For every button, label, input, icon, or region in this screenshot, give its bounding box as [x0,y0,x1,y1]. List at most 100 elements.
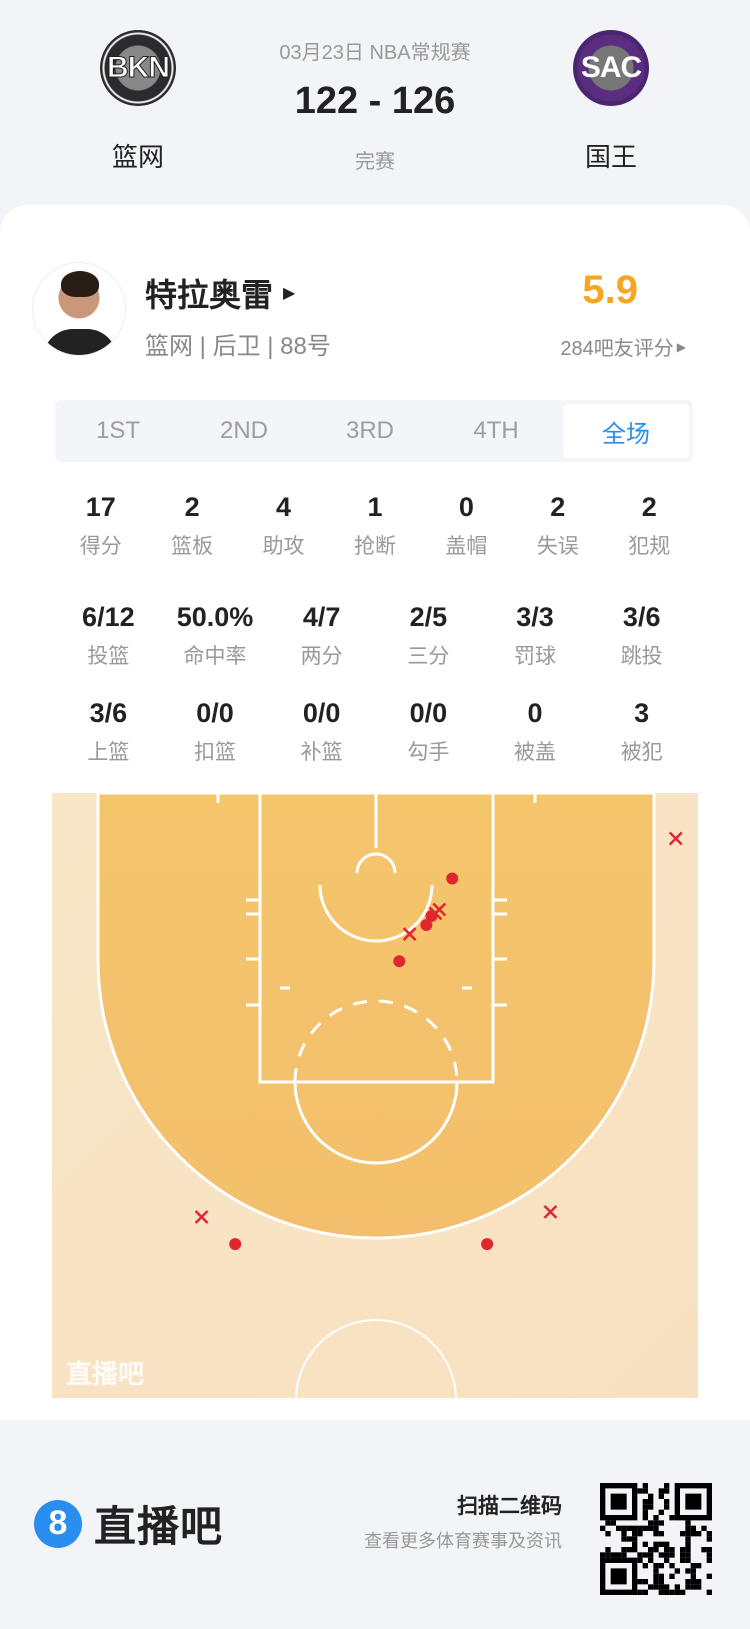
stat-label: 跳投 [620,645,663,668]
qr-finder [600,1557,638,1595]
stat-value: 0 [527,698,543,728]
stat-label: 助攻 [262,535,305,558]
stat-label: 命中率 [183,645,247,668]
stat-value: 0 [458,492,474,522]
stat-label: 罚球 [514,645,557,668]
stat-label: 扣篮 [194,741,236,764]
tab-full-game[interactable]: 全场 [563,404,689,458]
stat-value: 2 [184,492,200,522]
qr-finder [674,1483,712,1521]
stat-cell: 0 被盖 [482,698,589,766]
paint [258,793,495,1084]
stat-value: 1 [367,492,383,522]
stat-cell: 3 被犯 [588,698,695,766]
shot-missed-marker [543,1204,558,1219]
stat-label: 两分 [300,645,343,668]
stat-value: 0/0 [409,698,448,728]
stat-label: 盖帽 [445,535,488,558]
caret-right-icon: ▶ [676,339,686,354]
stat-cell: 0/0 补篮 [268,698,375,766]
lane-hashes [216,793,537,1007]
stat-value: 3 [634,698,650,728]
stat-label: 抢断 [353,535,396,558]
player-info: 篮网 | 后卫 | 88号 [145,333,331,360]
stat-value: 0/0 [196,698,234,728]
shot-made-marker [393,955,406,968]
player-name-link[interactable]: 特拉奥雷 ▶ [145,270,295,316]
stat-cell: 0/0 勾手 [375,698,482,766]
stat-cell: 17 得分 [55,492,146,560]
stat-label: 被盖 [514,741,557,764]
stat-cell: 0/0 扣篮 [162,698,269,766]
stat-cell: 3/3 罚球 [482,602,589,670]
tab-1st[interactable]: 1ST [95,417,140,444]
stat-label: 失误 [536,535,579,558]
home-abbr: BKN [107,51,171,85]
qr-finder [600,1483,638,1521]
stats-row-shooting: 6/12 投篮 50.0% 命中率 4/7 两分 2/5 三分 3/3 罚球 3/6 跳投 [55,602,695,670]
brand-name: 直播吧 [94,1503,224,1550]
stat-value: 4 [276,492,292,522]
shot-missed-marker [402,927,417,941]
away-team-logo[interactable]: SAC [573,30,649,106]
stat-value: 3/3 [516,602,554,632]
shot-chart: 直播吧 [52,793,698,1398]
three-point-line [96,793,656,1240]
stat-label: 投篮 [87,645,130,668]
stat-cell: 3/6 上篮 [55,698,162,766]
footer-brand: 8 直播吧 [34,1493,223,1554]
stat-cell: 1 抢断 [329,492,420,560]
shot-made-marker [446,872,459,885]
shot-made-marker [481,1238,494,1251]
tab-2nd[interactable]: 2ND [219,417,268,444]
stat-cell: 2 篮板 [146,492,237,560]
scan-qr-subtitle: 查看更多体育赛事及资讯 [364,1531,562,1551]
stat-value: 2/5 [409,602,448,632]
free-throw-circle-dashed [293,999,459,1083]
home-team-logo[interactable]: BKN [100,30,176,106]
backboard-rim [355,793,397,874]
stat-value: 3/6 [622,602,661,632]
stat-value: 50.0% [176,602,254,632]
stats-row-basic: 17 得分 2 篮板 4 助攻 1 抢断 0 盖帽 2 失误 2 犯规 [55,492,695,560]
stat-value: 17 [85,492,116,522]
stat-cell: 4 助攻 [238,492,329,560]
game-status: 完赛 [355,151,395,173]
tab-4th[interactable]: 4TH [473,417,519,444]
away-team-name: 国王 [584,142,637,172]
stats-row-shot-types: 3/6 上篮 0/0 扣篮 0/0 补篮 0/0 勾手 0 被盖 3 被犯 [55,698,695,766]
stat-cell: 2/5 三分 [375,602,482,670]
period-tabs: 1ST 2ND 3RD 4TH 全场 [55,400,693,462]
shot-missed-marker [194,1210,209,1224]
center-circle [295,1319,457,1398]
rating-count-link[interactable]: 284吧友评分 ▶ [560,332,686,361]
stat-value: 2 [641,492,657,522]
watermark: 直播吧 [66,1359,144,1389]
stat-label: 勾手 [407,741,450,764]
scan-qr-title: 扫描二维码 [457,1495,562,1518]
stat-cell: 2 犯规 [604,492,695,560]
stat-cell: 4/7 两分 [268,602,375,670]
shot-missed-marker [668,831,683,846]
stat-label: 得分 [79,535,122,558]
tab-3rd[interactable]: 3RD [345,417,394,444]
caret-right-icon: ▶ [283,285,296,302]
stat-label: 三分 [407,645,450,668]
score: 122 - 126 [294,80,456,122]
stat-value: 2 [550,492,566,522]
brand-logo-icon: 8 [34,1499,82,1548]
free-throw-circle [293,1081,459,1165]
stat-label: 上篮 [87,741,130,764]
stat-label: 篮板 [171,535,214,558]
stat-cell: 2 失误 [512,492,603,560]
stat-value: 0/0 [302,698,341,728]
restricted-area [318,884,434,943]
qr-code[interactable] [600,1483,712,1595]
stat-label: 被犯 [620,741,663,764]
player-avatar[interactable] [32,262,126,356]
stat-cell: 50.0% 命中率 [162,602,269,670]
stat-value: 6/12 [82,602,135,632]
shot-made-marker [420,919,433,932]
stat-value: 4/7 [302,602,341,632]
shot-made-marker [425,909,438,922]
